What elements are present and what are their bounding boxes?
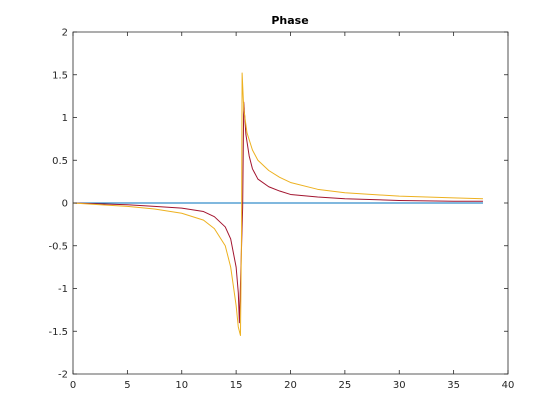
series-line-2 [72,101,483,324]
x-tick-label: 15 [230,380,243,391]
x-tick-label: 35 [447,380,460,391]
x-tick-label: 5 [124,380,130,391]
y-ticks: -2 -1.5 -1 -0.5 0 0.5 1 1.5 2 [48,28,508,381]
series-group [72,72,484,337]
y-tick-label: -1 [58,284,68,295]
x-tick-label: 0 [70,380,76,391]
y-tick-label: -1.5 [48,327,68,338]
x-tick-label: 20 [284,380,297,391]
y-tick-label: 2 [62,28,68,39]
series-line-3 [72,72,484,337]
x-tick-label: 40 [502,380,515,391]
y-tick-label: 1.5 [52,70,68,81]
x-tick-label: 25 [339,380,352,391]
y-tick-label: 0 [62,199,68,210]
chart-title: Phase [271,14,308,27]
x-tick-label: 30 [393,380,406,391]
y-tick-label: 0.5 [52,156,68,167]
y-tick-label: 1 [62,113,68,124]
x-ticks: 0 5 10 15 20 25 30 35 40 [70,32,515,391]
y-tick-label: -2 [58,370,68,381]
y-tick-label: -0.5 [48,241,68,252]
x-tick-label: 10 [175,380,188,391]
